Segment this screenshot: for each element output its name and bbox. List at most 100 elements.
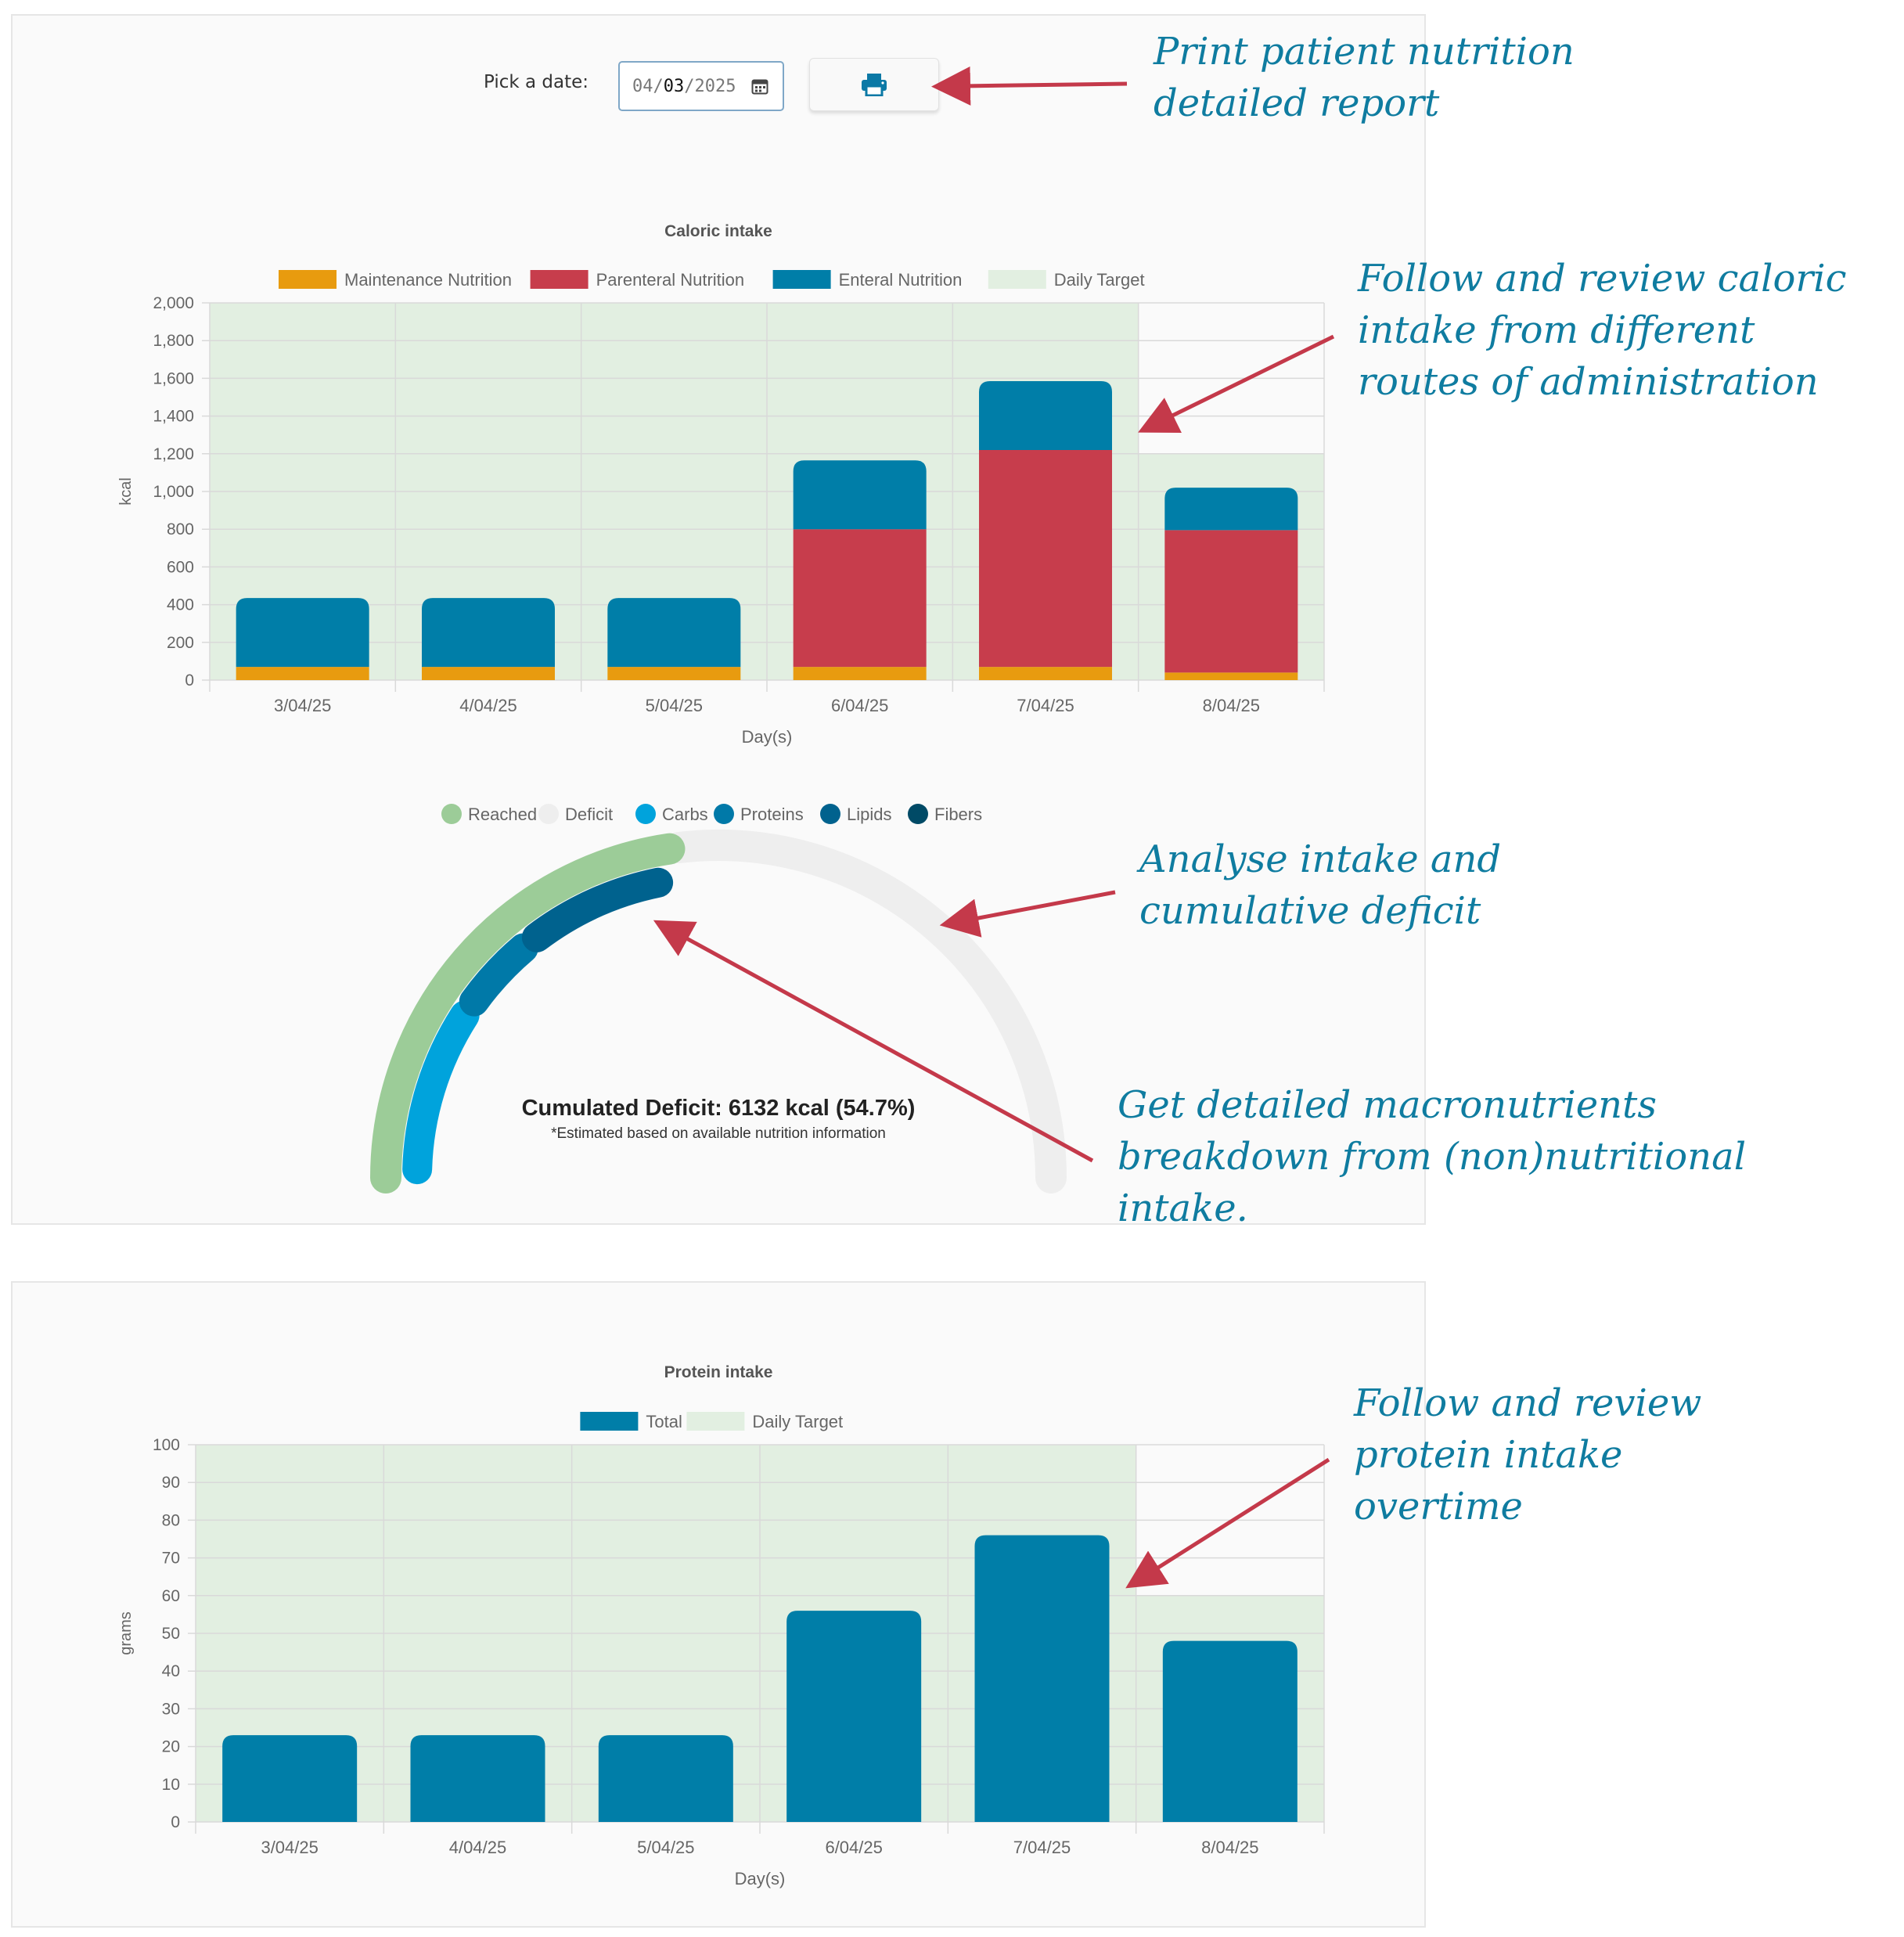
annotation-line: protein intake bbox=[1354, 1433, 1622, 1477]
legend-swatch bbox=[772, 270, 831, 289]
annotation-text: Follow and review protein intake overtime bbox=[1353, 1381, 1701, 1528]
annotation-line: cumulative deficit bbox=[1139, 889, 1481, 933]
x-tick-label: 3/04/25 bbox=[261, 1838, 318, 1857]
bar-enteral-nutrition bbox=[793, 460, 927, 530]
bar-enteral-nutrition bbox=[1164, 488, 1298, 531]
bar-maintenance-nutrition bbox=[793, 667, 927, 680]
x-tick-label: 5/04/25 bbox=[646, 696, 703, 715]
date-year: 2025 bbox=[694, 76, 736, 96]
bar-enteral-nutrition bbox=[422, 598, 555, 668]
y-tick-label: 600 bbox=[167, 558, 194, 576]
annotation-arrow bbox=[1138, 334, 1335, 434]
bar-maintenance-nutrition bbox=[979, 667, 1112, 680]
legend-label: Daily Target bbox=[752, 1412, 843, 1431]
annotation-line: routes of administration bbox=[1358, 360, 1819, 404]
y-tick-label: 1,800 bbox=[153, 332, 194, 350]
bar-parenteral-nutrition bbox=[1164, 530, 1298, 673]
x-tick-label: 8/04/25 bbox=[1201, 1838, 1258, 1857]
printer-icon bbox=[862, 74, 887, 96]
annotation-line: detailed report bbox=[1154, 81, 1440, 125]
y-tick-label: 1,000 bbox=[153, 483, 194, 501]
date-picker-label: Pick a date: bbox=[484, 72, 589, 92]
y-tick-label: 800 bbox=[167, 520, 194, 538]
gauge-legend-label: Proteins bbox=[740, 805, 804, 824]
y-tick-label: 70 bbox=[162, 1550, 180, 1568]
y-tick-label: 1,400 bbox=[153, 408, 194, 426]
print-report-button[interactable] bbox=[809, 58, 939, 111]
y-tick-label: 2,000 bbox=[153, 294, 194, 312]
x-axis-title: Day(s) bbox=[742, 727, 793, 747]
bar-total bbox=[598, 1735, 733, 1822]
calendar-icon[interactable] bbox=[751, 77, 768, 95]
x-tick-label: 5/04/25 bbox=[637, 1838, 694, 1857]
legend-label: Total bbox=[646, 1412, 682, 1431]
y-tick-label: 50 bbox=[162, 1625, 180, 1643]
y-tick-label: 80 bbox=[162, 1511, 180, 1529]
legend-label: Maintenance Nutrition bbox=[344, 270, 512, 290]
y-tick-label: 10 bbox=[162, 1776, 180, 1794]
annotation-arrow bbox=[939, 890, 1116, 938]
bar-parenteral-nutrition bbox=[979, 449, 1112, 668]
y-tick-label: 20 bbox=[162, 1738, 180, 1756]
annotation-line: Print patient nutrition bbox=[1153, 30, 1575, 74]
y-axis-title: grams bbox=[117, 1611, 135, 1655]
legend-label: Parenteral Nutrition bbox=[596, 270, 745, 290]
legend-label: Daily Target bbox=[1054, 270, 1145, 290]
gauge-deficit-arc bbox=[663, 829, 1067, 1194]
legend-swatch bbox=[530, 270, 588, 289]
x-tick-label: 7/04/25 bbox=[1013, 1838, 1071, 1857]
y-tick-label: 90 bbox=[162, 1474, 180, 1492]
gauge-proteins-arc bbox=[459, 933, 538, 1017]
x-tick-label: 3/04/25 bbox=[274, 696, 331, 715]
x-tick-label: 7/04/25 bbox=[1017, 696, 1074, 715]
x-tick-label: 6/04/25 bbox=[825, 1838, 882, 1857]
legend-swatch bbox=[988, 270, 1046, 289]
annotation-line: Analyse intake and bbox=[1136, 837, 1501, 881]
y-tick-label: 400 bbox=[167, 596, 194, 614]
annotation-text: Get detailed macronutrients breakdown fro… bbox=[1118, 1083, 1746, 1230]
date-month: 04 bbox=[632, 76, 653, 96]
bar-enteral-nutrition bbox=[607, 598, 741, 668]
gauge-legend-dot bbox=[908, 804, 928, 824]
y-tick-label: 1,200 bbox=[153, 445, 194, 463]
x-tick-label: 6/04/25 bbox=[831, 696, 888, 715]
y-tick-label: 200 bbox=[167, 634, 194, 652]
annotation-line: Follow and review caloric bbox=[1357, 257, 1847, 301]
bar-total bbox=[222, 1735, 358, 1822]
gauge-legend-label: Deficit bbox=[565, 805, 613, 824]
annotation-line: Get detailed macronutrients bbox=[1118, 1083, 1657, 1127]
bar-total bbox=[410, 1735, 545, 1822]
x-tick-label: 8/04/25 bbox=[1203, 696, 1260, 715]
bar-total bbox=[1162, 1640, 1298, 1822]
legend-swatch bbox=[686, 1412, 745, 1431]
date-day: 03 bbox=[663, 76, 685, 96]
gauge-legend-dot bbox=[441, 804, 462, 824]
annotation-line: Follow and review bbox=[1353, 1381, 1701, 1425]
y-tick-label: 100 bbox=[153, 1436, 180, 1454]
date-picker-input[interactable]: 04/03/2025 bbox=[618, 61, 784, 111]
gauge-legend-label: Reached bbox=[468, 805, 537, 824]
gauge-legend-dot bbox=[538, 804, 559, 824]
y-axis-title: kcal bbox=[117, 477, 135, 506]
chart-title: Protein intake bbox=[664, 1363, 773, 1381]
bar-total bbox=[974, 1535, 1110, 1822]
x-tick-label: 4/04/25 bbox=[449, 1838, 506, 1857]
gauge-reached-arc bbox=[370, 833, 686, 1194]
gauge-legend-label: Lipids bbox=[847, 805, 891, 824]
legend-label: Enteral Nutrition bbox=[839, 270, 963, 290]
bar-maintenance-nutrition bbox=[422, 667, 555, 680]
annotation-line: breakdown from (non)nutritional bbox=[1118, 1135, 1746, 1179]
gauge-carbs-arc bbox=[402, 1000, 480, 1185]
annotation-text: Print patient nutrition detailed report bbox=[1153, 30, 1575, 125]
gauge-legend-label: Fibers bbox=[934, 805, 982, 824]
y-tick-label: 60 bbox=[162, 1587, 180, 1605]
estimate-note: *Estimated based on available nutrition … bbox=[551, 1125, 886, 1142]
bar-maintenance-nutrition bbox=[236, 667, 369, 680]
gauge-legend-dot bbox=[635, 804, 656, 824]
bar-enteral-nutrition bbox=[236, 598, 369, 668]
annotation-arrow bbox=[653, 920, 1094, 1163]
annotation-line: overtime bbox=[1354, 1485, 1523, 1528]
bar-enteral-nutrition bbox=[979, 381, 1112, 450]
